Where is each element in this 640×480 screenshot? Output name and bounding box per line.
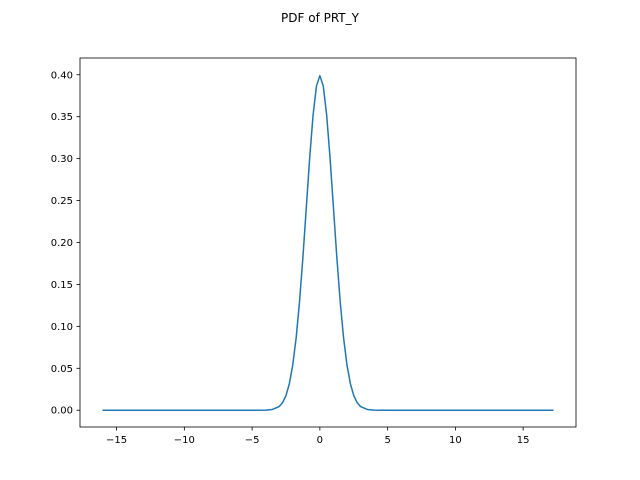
y-tick-label: 0.00 <box>51 406 73 417</box>
x-tick-label: 0 <box>317 435 323 446</box>
x-tick-label: 15 <box>517 435 530 446</box>
y-tick-label: 0.15 <box>51 280 73 291</box>
axes-frame <box>79 57 577 428</box>
y-tick-label: 0.20 <box>51 238 73 249</box>
x-tick-label: −15 <box>106 435 127 446</box>
y-tick-label: 0.40 <box>51 70 73 81</box>
series-line-0 <box>102 74 554 411</box>
plot-area <box>102 74 554 411</box>
x-tick-label: 10 <box>449 435 462 446</box>
y-tick-label: 0.30 <box>51 154 73 165</box>
y-tick-label: 0.10 <box>51 322 73 333</box>
x-tick-label: −10 <box>174 435 195 446</box>
axes: −15 −10 −5 0 5 10 15 0.00 0.05 0.10 0.15 0.20 0.25 0.… <box>51 57 577 446</box>
x-tick-label: −5 <box>245 435 260 446</box>
chart-title: PDF of PRT_Y <box>281 11 360 25</box>
y-tick-label: 0.35 <box>51 112 73 123</box>
y-tick-label: 0.05 <box>51 364 73 375</box>
y-tick-label: 0.25 <box>51 196 73 207</box>
x-tick-label: 5 <box>384 435 390 446</box>
